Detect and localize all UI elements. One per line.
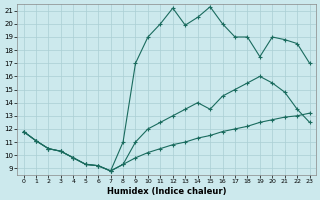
X-axis label: Humidex (Indice chaleur): Humidex (Indice chaleur) (107, 187, 226, 196)
